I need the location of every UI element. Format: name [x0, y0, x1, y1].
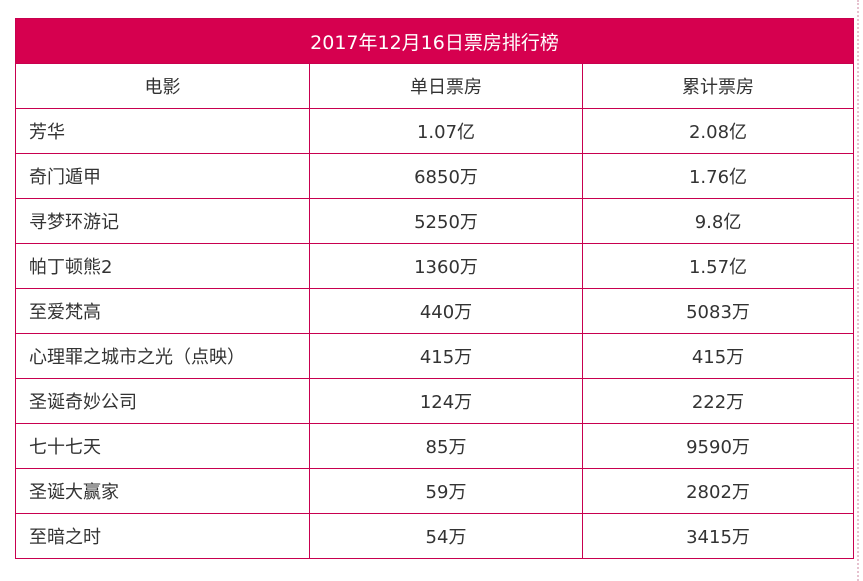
column-header-movie: 电影 [15, 63, 310, 109]
movie-name: 寻梦环游记 [15, 198, 310, 244]
daily-box-office: 415万 [309, 333, 583, 379]
table-row: 芳华 1.07亿 2.08亿 [15, 108, 855, 154]
table-row: 奇门遁甲 6850万 1.76亿 [15, 153, 855, 199]
movie-name: 心理罪之城市之光（点映） [15, 333, 310, 379]
table-row: 心理罪之城市之光（点映） 415万 415万 [15, 333, 855, 379]
movie-name: 至暗之时 [15, 513, 310, 559]
table-row: 寻梦环游记 5250万 9.8亿 [15, 198, 855, 244]
title-row: 2017年12月16日票房排行榜 [14, 18, 855, 64]
daily-box-office: 1360万 [309, 243, 583, 289]
table-title: 2017年12月16日票房排行榜 [14, 18, 855, 64]
table-row: 圣诞大赢家 59万 2802万 [15, 468, 855, 514]
table-row: 帕丁顿熊2 1360万 1.57亿 [15, 243, 855, 289]
column-header-daily: 单日票房 [309, 63, 583, 109]
table-row: 圣诞奇妙公司 124万 222万 [15, 378, 855, 424]
total-box-office: 222万 [581, 378, 855, 424]
header-row: 电影 单日票房 累计票房 [15, 63, 855, 109]
daily-box-office: 124万 [309, 378, 583, 424]
total-box-office: 3415万 [581, 513, 855, 559]
daily-box-office: 6850万 [309, 153, 583, 199]
movie-name: 圣诞大赢家 [15, 468, 310, 514]
total-box-office: 415万 [581, 333, 855, 379]
total-box-office: 9.8亿 [581, 198, 855, 244]
daily-box-office: 5250万 [309, 198, 583, 244]
movie-name: 奇门遁甲 [15, 153, 310, 199]
total-box-office: 2.08亿 [581, 108, 855, 154]
daily-box-office: 59万 [309, 468, 583, 514]
daily-box-office: 440万 [309, 288, 583, 334]
table-row: 至爱梵高 440万 5083万 [15, 288, 855, 334]
movie-name: 圣诞奇妙公司 [15, 378, 310, 424]
total-box-office: 9590万 [581, 423, 855, 469]
column-header-total: 累计票房 [581, 63, 855, 109]
total-box-office: 5083万 [581, 288, 855, 334]
daily-box-office: 85万 [309, 423, 583, 469]
box-office-table: 2017年12月16日票房排行榜 电影 单日票房 累计票房 芳华 1.07亿 2… [14, 18, 855, 559]
daily-box-office: 54万 [309, 513, 583, 559]
movie-name: 帕丁顿熊2 [15, 243, 310, 289]
page-edge-divider [857, 0, 859, 581]
table-row: 七十七天 85万 9590万 [15, 423, 855, 469]
movie-name: 芳华 [15, 108, 310, 154]
total-box-office: 2802万 [581, 468, 855, 514]
total-box-office: 1.76亿 [581, 153, 855, 199]
movie-name: 七十七天 [15, 423, 310, 469]
daily-box-office: 1.07亿 [309, 108, 583, 154]
table-row: 至暗之时 54万 3415万 [15, 513, 855, 559]
total-box-office: 1.57亿 [581, 243, 855, 289]
movie-name: 至爱梵高 [15, 288, 310, 334]
